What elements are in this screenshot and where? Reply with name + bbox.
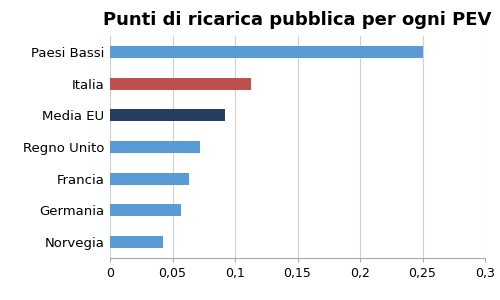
Title: Punti di ricarica pubblica per ogni PEV: Punti di ricarica pubblica per ogni PEV (104, 11, 492, 29)
Bar (110, 141, 200, 153)
Bar (110, 78, 252, 90)
Bar (110, 236, 162, 248)
Bar (110, 172, 189, 184)
Bar (110, 204, 181, 216)
Bar (110, 46, 422, 58)
Bar (110, 110, 225, 122)
